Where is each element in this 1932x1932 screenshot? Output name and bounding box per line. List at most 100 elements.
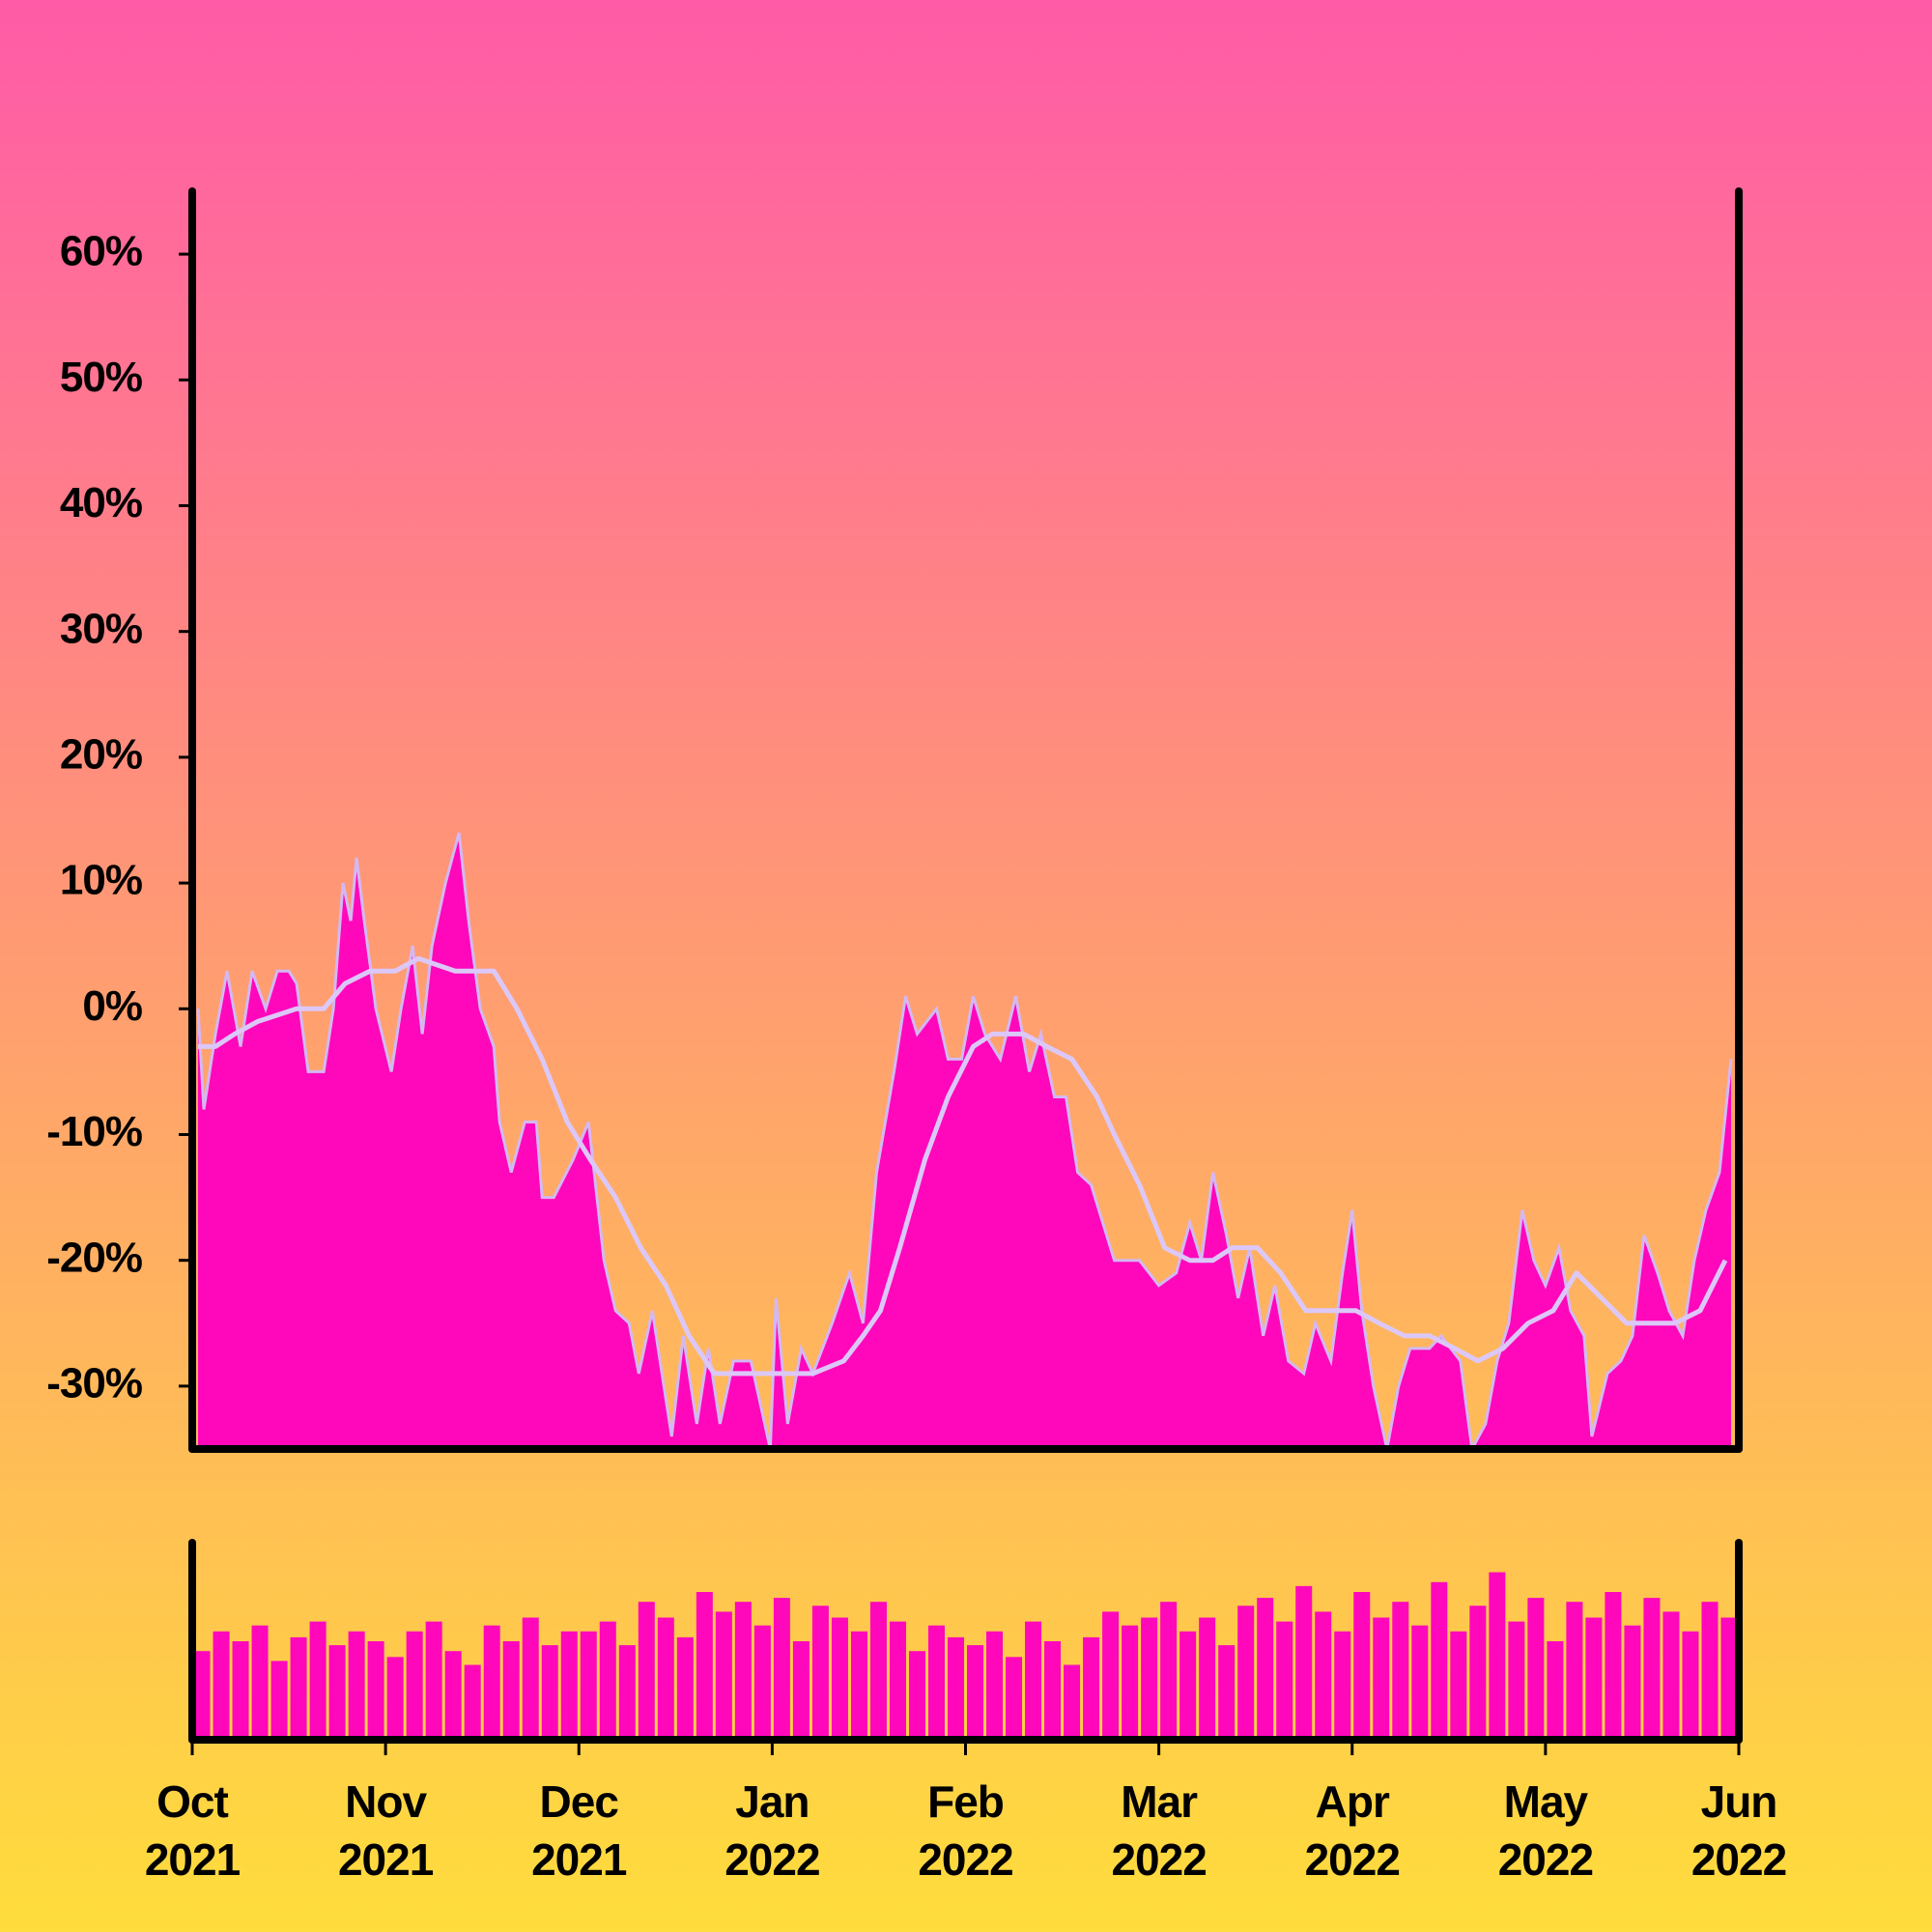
- volume-bar: [1199, 1617, 1216, 1740]
- volume-bar: [406, 1631, 423, 1740]
- volume-bar: [1257, 1598, 1274, 1740]
- y-tick-label: 50%: [60, 354, 142, 401]
- y-tick-label: 20%: [60, 731, 142, 779]
- volume-bar: [927, 1625, 945, 1740]
- volume-bar: [213, 1631, 230, 1740]
- volume-bar: [1276, 1621, 1293, 1740]
- volume-bar: [348, 1631, 365, 1740]
- moving-average-line: [198, 955, 1728, 1377]
- volume-bar: [676, 1636, 694, 1740]
- x-tick-label: Jun 2022: [1690, 1776, 1787, 1885]
- y-tick-label: -20%: [46, 1234, 142, 1281]
- volume-bar: [657, 1617, 674, 1740]
- volume-bar: [869, 1602, 887, 1740]
- volume-bar: [753, 1625, 771, 1740]
- x-tick-label: Apr 2022: [1304, 1776, 1401, 1885]
- x-tick-label: Mar 2022: [1111, 1776, 1207, 1885]
- volume-bar: [1006, 1657, 1023, 1740]
- x-tick-label: Feb 2022: [918, 1776, 1013, 1885]
- volume-bar: [444, 1651, 462, 1740]
- volume-bar: [1431, 1581, 1448, 1740]
- volume-bar: [1315, 1611, 1332, 1740]
- y-tick-label: -30%: [46, 1360, 142, 1407]
- volume-bar: [1334, 1631, 1351, 1740]
- volume-bar: [1102, 1611, 1120, 1740]
- x-tick-label: Oct 2021: [144, 1776, 241, 1885]
- volume-bar: [386, 1657, 404, 1740]
- volume-bar: [1508, 1621, 1525, 1740]
- x-tick-label: Nov 2021: [337, 1776, 434, 1885]
- volume-bar: [715, 1611, 732, 1740]
- volume-bar: [502, 1641, 520, 1740]
- volume-bar: [1489, 1572, 1506, 1740]
- volume-bar: [1720, 1617, 1738, 1740]
- volume-bar: [947, 1636, 964, 1740]
- volume-bar: [1160, 1602, 1178, 1740]
- volume-bar: [1682, 1631, 1699, 1740]
- y-tick-label: 40%: [60, 479, 142, 526]
- volume-bar: [1373, 1617, 1390, 1740]
- volume-bar: [464, 1664, 481, 1740]
- volume-bar: [1025, 1621, 1042, 1740]
- volume-bar: [1469, 1605, 1487, 1740]
- volume-bar: [811, 1605, 829, 1740]
- volume-bar: [831, 1617, 848, 1740]
- volume-bar: [1141, 1617, 1158, 1740]
- volume-bar: [1044, 1641, 1062, 1740]
- x-tick-label: Jan 2022: [724, 1776, 820, 1885]
- volume-bar: [986, 1631, 1004, 1740]
- volume-bar: [1662, 1611, 1680, 1740]
- x-tick-label: Dec 2021: [531, 1776, 627, 1885]
- y-tick-label: 60%: [60, 228, 142, 275]
- volume-bar: [618, 1645, 636, 1740]
- y-tick-label: -10%: [46, 1108, 142, 1155]
- y-tick-label: 30%: [60, 605, 142, 652]
- volume-bar: [1411, 1625, 1429, 1740]
- volume-bar: [967, 1645, 984, 1740]
- volume-bar: [1547, 1641, 1564, 1740]
- volume-bar: [1605, 1592, 1622, 1740]
- volume-bar: [734, 1602, 752, 1740]
- y-tick-label: 10%: [60, 857, 142, 904]
- volume-bar: [1643, 1598, 1661, 1740]
- volume-bar: [1353, 1592, 1371, 1740]
- volume-bar: [309, 1621, 327, 1740]
- volume-bar: [193, 1651, 211, 1740]
- volume-bar: [1701, 1602, 1719, 1740]
- volume-bar: [290, 1636, 307, 1740]
- volume-bar: [232, 1641, 249, 1740]
- volume-bar: [599, 1621, 616, 1740]
- price-line: [196, 832, 1733, 1449]
- volume-bar: [1122, 1625, 1139, 1740]
- volume-bar: [522, 1617, 539, 1740]
- plot-area: [196, 832, 1733, 1449]
- volume-bar: [251, 1625, 269, 1740]
- price-area: [198, 833, 1731, 1449]
- volume-bar: [792, 1641, 810, 1740]
- volume-bar: [1527, 1598, 1545, 1740]
- volume-bar: [1566, 1602, 1583, 1740]
- volume-bar: [1083, 1636, 1100, 1740]
- plot-area: [193, 1572, 1738, 1740]
- volume-bar: [638, 1602, 655, 1740]
- volume-bar: [1218, 1645, 1236, 1740]
- x-tick-label: May 2022: [1497, 1776, 1594, 1885]
- volume-bar: [1624, 1625, 1641, 1740]
- volume-bar: [889, 1621, 906, 1740]
- volume-bar: [580, 1631, 597, 1740]
- y-tick-label: 0%: [82, 982, 142, 1030]
- volume-bar: [541, 1645, 558, 1740]
- volume-bar: [1392, 1602, 1409, 1740]
- volume-bar: [850, 1631, 867, 1740]
- volume-bar: [1237, 1605, 1255, 1740]
- volume-bar: [773, 1598, 790, 1740]
- volume-bar: [560, 1631, 578, 1740]
- volume-bar: [1295, 1585, 1313, 1740]
- volume-bar: [270, 1661, 288, 1740]
- volume-bar: [696, 1592, 713, 1740]
- volume-bar: [483, 1625, 500, 1740]
- volume-bar: [367, 1641, 384, 1740]
- volume-bar: [328, 1645, 346, 1740]
